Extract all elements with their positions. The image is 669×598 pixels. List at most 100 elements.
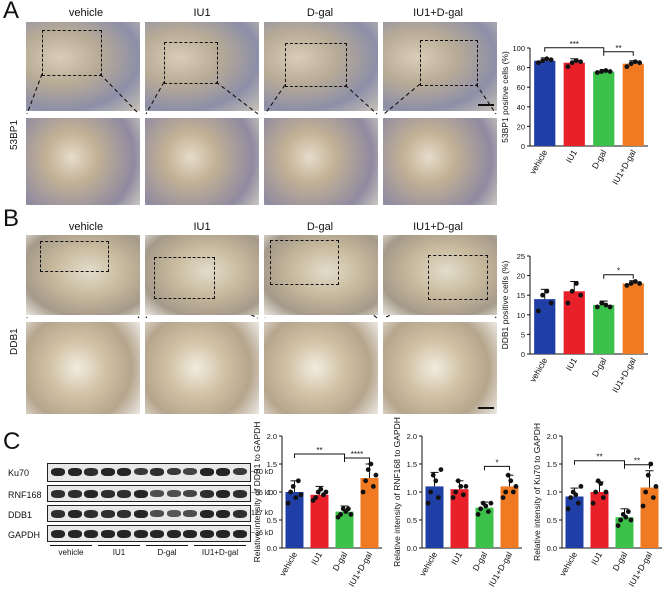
data-point <box>535 60 541 66</box>
x-tick-label: IU1+D-gal <box>626 550 654 588</box>
x-tick-label: IU1 <box>589 550 604 567</box>
data-point <box>293 495 299 500</box>
micrograph-a-iu1dgal-zoom <box>383 118 497 205</box>
blot-band <box>232 530 247 538</box>
significance-bracket <box>624 464 650 469</box>
bar-iu1 <box>590 492 609 548</box>
significance-bracket <box>294 453 345 458</box>
panel-letter-b: B <box>3 205 20 232</box>
blot-band <box>100 490 115 498</box>
y-tick-label: 1.0 <box>267 488 277 497</box>
bar-iu1-d-gal <box>622 63 644 146</box>
data-point <box>435 495 441 500</box>
data-point <box>458 484 464 489</box>
y-tick-label: 1.5 <box>407 460 417 469</box>
blot-band <box>67 490 82 498</box>
blot-band <box>199 510 214 518</box>
bar-vehicle <box>285 492 304 548</box>
y-tick-label: 1.0 <box>407 488 417 497</box>
bar-d-gal <box>475 507 494 548</box>
data-point <box>548 57 554 63</box>
data-point <box>460 492 466 498</box>
data-point <box>603 302 609 308</box>
y-tick-label: 1.5 <box>267 460 277 469</box>
col-label-vehicle-b: vehicle <box>68 221 104 233</box>
data-point <box>338 512 344 517</box>
data-point <box>607 69 613 74</box>
blot-band <box>117 468 131 476</box>
data-point <box>598 481 604 486</box>
data-point <box>624 64 630 70</box>
lane-underline-iu1 <box>98 545 140 546</box>
blot-band <box>150 468 164 476</box>
data-point <box>603 68 609 73</box>
data-point <box>594 70 600 75</box>
lane-underline-iu1dgal <box>194 545 246 546</box>
col-label-iu1dgal-b: IU1+D-gal <box>413 221 463 233</box>
significance-bracket <box>544 47 605 52</box>
blot-band <box>84 468 98 476</box>
y-tick-label: 25 <box>517 252 525 261</box>
micrograph-b-vehicle-zoom <box>26 322 140 414</box>
data-point <box>365 467 371 472</box>
blot-rnf168 <box>47 485 251 502</box>
inset-box-a-iu1 <box>164 42 218 84</box>
data-point <box>628 517 634 523</box>
blot-band <box>51 468 65 476</box>
col-label-iu1dgal-a: IU1+D-gal <box>413 7 463 19</box>
x-tick-label: IU1 <box>309 550 324 567</box>
data-point <box>573 58 579 64</box>
x-tick-label: IU1+D-gal <box>610 148 638 186</box>
blot-band <box>166 510 181 517</box>
bar-vehicle <box>534 299 556 354</box>
panel-letter-c: C <box>3 428 21 455</box>
blot-band <box>84 530 98 538</box>
x-tick-label: IU1 <box>564 148 579 165</box>
blot-band <box>183 468 197 476</box>
y-tick-label: 80 <box>517 64 525 73</box>
blot-band <box>117 490 131 498</box>
bar-iu1-d-gal <box>500 486 519 548</box>
y-axis-label: Relative intensity of Ku70 to GAPDH <box>532 423 542 561</box>
data-point <box>607 304 613 310</box>
inset-box-a-dgal <box>285 43 347 87</box>
inset-box-a-iu1dgal <box>420 40 478 86</box>
blot-band <box>166 468 181 476</box>
data-point <box>573 492 579 498</box>
data-point <box>455 478 461 484</box>
data-point <box>615 523 621 528</box>
blot-band <box>216 468 230 476</box>
data-point <box>500 495 506 500</box>
data-point <box>650 495 656 500</box>
chart-ku70-intensity: 0.0 0.5 1.0 1.5 2.0 Relative intensity of Ku7… <box>532 423 662 588</box>
bar-d-gal <box>335 511 354 548</box>
data-point <box>565 506 571 512</box>
blot-band <box>199 490 214 498</box>
significance-label: ** <box>634 457 640 466</box>
blot-band <box>183 490 197 498</box>
data-point <box>575 500 581 506</box>
data-point <box>483 503 489 509</box>
lane-underline-dgal <box>146 545 188 546</box>
data-point <box>510 489 516 495</box>
blot-band <box>117 510 131 518</box>
lane-label-iu1: IU1 <box>112 548 126 557</box>
blot-band <box>150 490 164 497</box>
x-tick-label: vehicle <box>528 356 550 384</box>
row-label-ddb1: DDB1 <box>9 328 20 355</box>
y-tick-label: 10 <box>517 311 525 320</box>
blot-band <box>232 490 247 498</box>
significance-label: **** <box>351 450 363 459</box>
lane-label-vehicle: vehicle <box>58 548 84 557</box>
blot-band <box>84 510 98 518</box>
y-tick-label: 20 <box>517 122 525 131</box>
data-point <box>513 484 519 489</box>
x-tick-label: vehicle <box>277 550 299 578</box>
blot-band <box>232 468 247 476</box>
data-point <box>618 517 624 523</box>
bar-iu1-d-gal <box>622 283 644 354</box>
blot-band <box>232 510 247 518</box>
y-tick-label: 0 <box>521 350 525 359</box>
blot-band <box>133 468 148 476</box>
